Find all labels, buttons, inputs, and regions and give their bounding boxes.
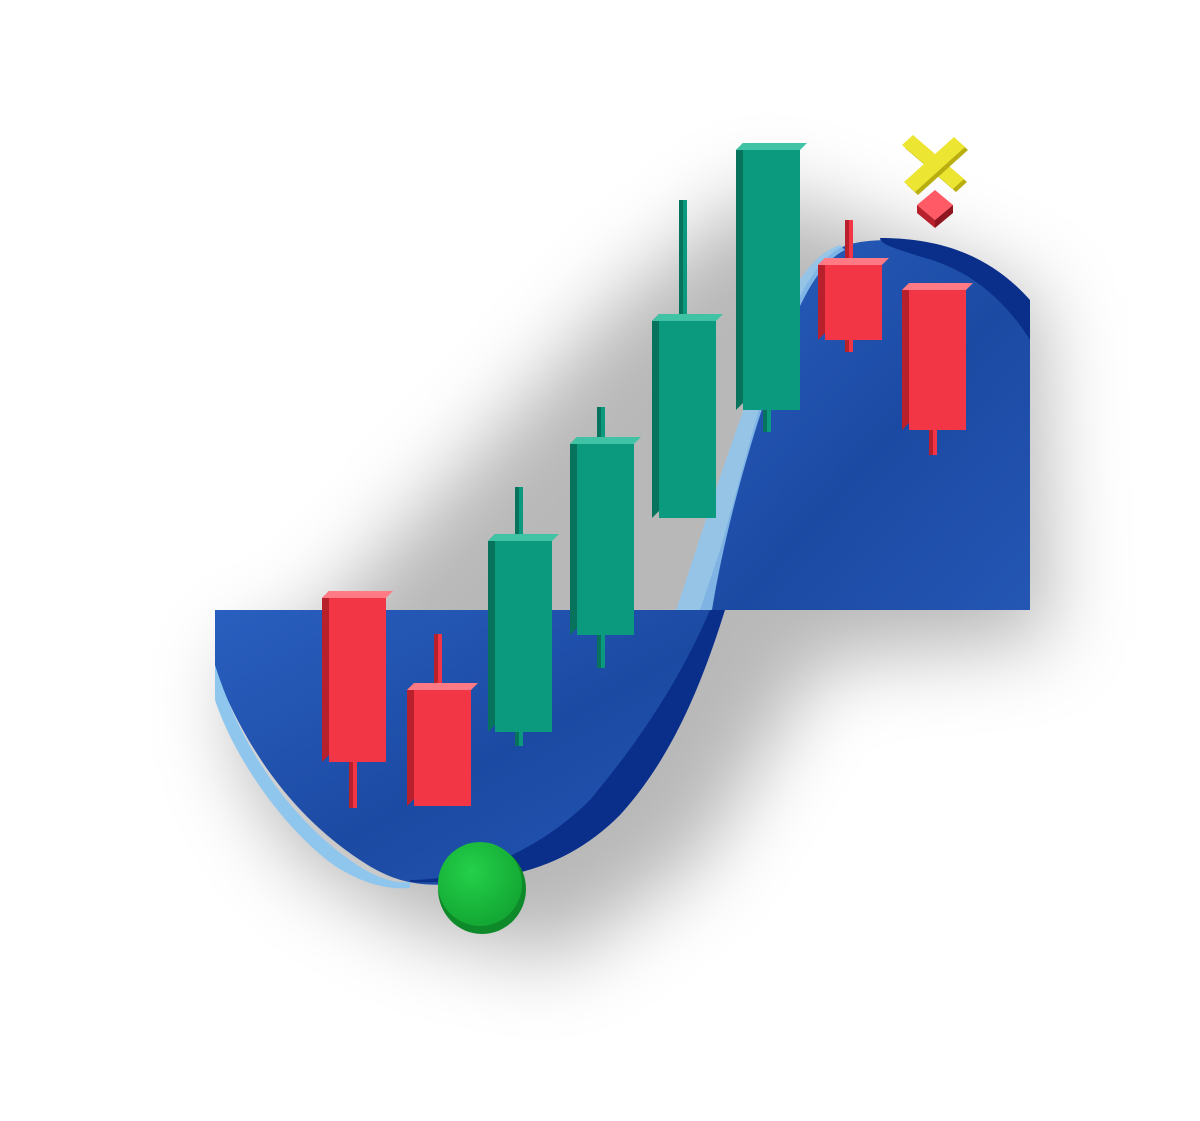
candle-body-side (488, 534, 495, 732)
candle-body-top (570, 437, 641, 444)
sell-signal-diamond-icon (917, 190, 953, 228)
candle-body-side (570, 437, 577, 635)
candle-body-side (652, 314, 659, 518)
candle-body-top (488, 534, 559, 541)
bullish-candle-4 (570, 407, 641, 668)
candle-body (414, 690, 471, 806)
candle-body-top (902, 283, 973, 290)
bearish-candle-1 (322, 591, 393, 808)
candle-body (909, 290, 966, 430)
candle-body-side (818, 258, 825, 340)
buy-signal-icon (438, 842, 526, 934)
wave-highlight (215, 665, 410, 889)
candle-body (659, 321, 716, 518)
candle-body-top (818, 258, 889, 265)
bearish-candle-2 (407, 634, 478, 806)
candle-body (825, 265, 882, 340)
candle-body-top (407, 683, 478, 690)
candle-body-side (902, 283, 909, 430)
bullish-candle-6 (736, 143, 807, 432)
candle-body (743, 150, 800, 410)
candle-body-side (407, 683, 414, 806)
candle-body-top (322, 591, 393, 598)
candle-body (495, 541, 552, 732)
sell-signal-x-icon (902, 135, 968, 195)
candle-body (329, 598, 386, 762)
wave-dark-edge-upper (880, 238, 1030, 340)
candle-body-side (736, 143, 743, 410)
wave-dark-edge-lower (410, 610, 725, 883)
candle-body (577, 444, 634, 635)
bullish-candle-5 (652, 200, 723, 518)
candle-body-side (322, 591, 329, 762)
candle-body-top (652, 314, 723, 321)
wave-highlight-mid (676, 245, 845, 610)
candle-body-top (736, 143, 807, 150)
bearish-candle-7 (818, 220, 889, 352)
candlesticks (322, 143, 973, 808)
bearish-candle-8 (902, 283, 973, 455)
bullish-candle-3 (488, 487, 559, 746)
